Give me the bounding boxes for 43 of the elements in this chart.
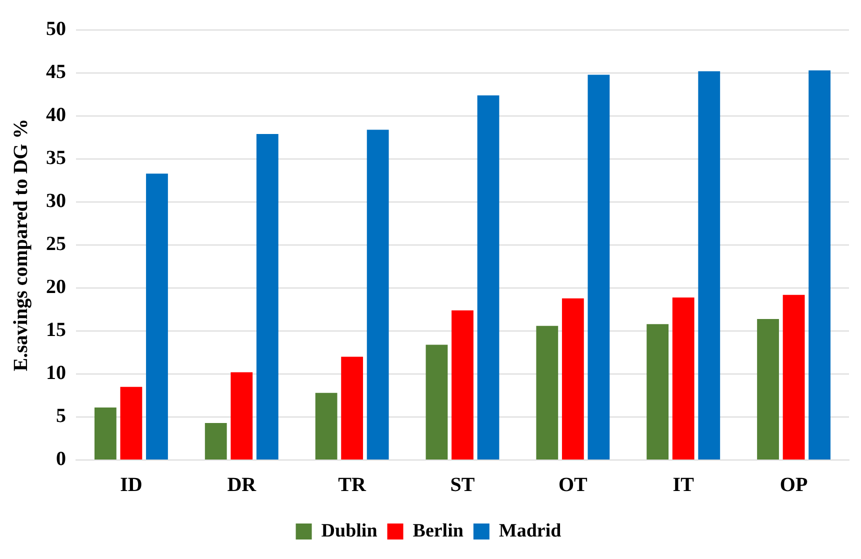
bar [452,310,474,460]
bar [808,70,831,460]
x-tick-label: ST [450,474,476,496]
bar [757,318,779,460]
bar [698,71,720,460]
x-tick-label: OT [558,474,588,496]
x-tick-label: ID [120,474,142,496]
bar [315,392,338,460]
y-tick-label: 35 [46,147,66,170]
y-tick-label: 45 [46,61,66,84]
legend-label: Dublin [321,520,378,542]
y-tick-label: 30 [46,190,66,212]
bar [782,294,805,460]
x-tick-label: OP [780,474,808,496]
y-axis-title: E.savings compared to DG % [10,118,32,372]
bar [562,298,584,460]
y-tick-label: 5 [56,405,66,428]
bar [477,95,500,460]
bar [341,356,364,460]
bar [646,324,669,460]
bar [366,130,389,460]
y-tick-label: 15 [46,319,66,342]
legend-label: Madrid [498,520,562,542]
bar [120,386,142,460]
bar [146,174,168,460]
x-tick-label: IT [672,474,695,496]
legend-label: Berlin [412,520,464,542]
bar [230,372,253,460]
y-tick-label: 25 [46,233,66,256]
bar [204,423,227,460]
y-tick-label: 0 [56,448,66,470]
y-tick-label: 10 [46,362,66,384]
bar [256,134,278,460]
y-tick-label: 20 [46,276,66,298]
y-tick-label: 50 [46,18,66,40]
bar [672,297,694,460]
bar [94,408,116,460]
x-tick-label: DR [227,474,257,496]
bar [588,74,610,460]
bar [536,326,558,460]
y-tick-label: 40 [46,104,66,126]
x-tick-label: TR [338,474,367,496]
bar [426,344,448,460]
